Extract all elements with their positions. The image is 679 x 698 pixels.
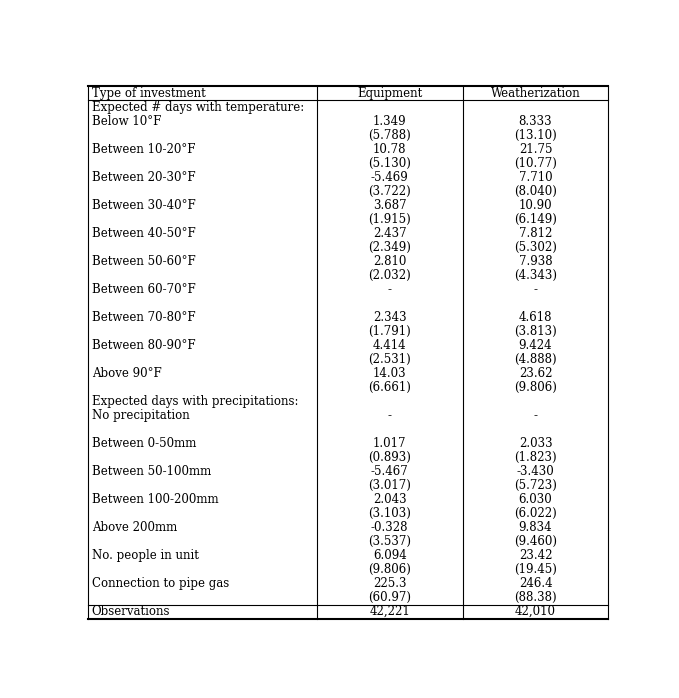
Text: (88.38): (88.38) — [514, 591, 557, 604]
Text: 6.094: 6.094 — [373, 549, 407, 562]
Text: 2.810: 2.810 — [373, 255, 406, 268]
Text: Between 50-60°F: Between 50-60°F — [92, 255, 196, 268]
Text: (2.349): (2.349) — [368, 241, 411, 254]
Text: Equipment: Equipment — [357, 87, 422, 100]
Text: 4.618: 4.618 — [519, 311, 552, 324]
Text: 9.834: 9.834 — [519, 521, 552, 534]
Text: 7.812: 7.812 — [519, 227, 552, 240]
Text: -0.328: -0.328 — [371, 521, 408, 534]
Text: No precipitation: No precipitation — [92, 409, 189, 422]
Text: (5.130): (5.130) — [368, 157, 411, 170]
Text: (5.302): (5.302) — [514, 241, 557, 254]
Text: Weatherization: Weatherization — [491, 87, 581, 100]
Text: Between 0-50mm: Between 0-50mm — [92, 437, 196, 450]
Text: -: - — [534, 409, 538, 422]
Text: 3.687: 3.687 — [373, 199, 407, 212]
Text: Above 200mm: Above 200mm — [92, 521, 177, 534]
Text: Expected days with precipitations:: Expected days with precipitations: — [92, 395, 298, 408]
Text: 14.03: 14.03 — [373, 367, 407, 380]
Text: (3.722): (3.722) — [368, 185, 411, 198]
Text: (9.806): (9.806) — [368, 563, 411, 576]
Text: -: - — [534, 283, 538, 296]
Text: (3.813): (3.813) — [514, 325, 557, 338]
Text: Between 70-80°F: Between 70-80°F — [92, 311, 196, 324]
Text: Between 10-20°F: Between 10-20°F — [92, 143, 196, 156]
Text: 2.437: 2.437 — [373, 227, 407, 240]
Text: Above 90°F: Above 90°F — [92, 367, 162, 380]
Text: 42,010: 42,010 — [515, 605, 556, 618]
Text: (13.10): (13.10) — [514, 129, 557, 142]
Text: (60.97): (60.97) — [368, 591, 411, 604]
Text: -3.430: -3.430 — [517, 465, 555, 478]
Text: (3.103): (3.103) — [368, 507, 411, 520]
Text: Between 20-30°F: Between 20-30°F — [92, 171, 196, 184]
Text: -5.467: -5.467 — [371, 465, 409, 478]
Text: 42,221: 42,221 — [369, 605, 410, 618]
Text: (1.915): (1.915) — [368, 213, 411, 226]
Text: Observations: Observations — [92, 605, 170, 618]
Text: Between 100-200mm: Between 100-200mm — [92, 493, 219, 506]
Text: (6.661): (6.661) — [368, 381, 411, 394]
Text: (2.531): (2.531) — [368, 353, 411, 366]
Text: 2.043: 2.043 — [373, 493, 407, 506]
Text: 23.42: 23.42 — [519, 549, 552, 562]
Text: Between 40-50°F: Between 40-50°F — [92, 227, 196, 240]
Text: 10.78: 10.78 — [373, 143, 407, 156]
Text: (8.040): (8.040) — [514, 185, 557, 198]
Text: (6.149): (6.149) — [514, 213, 557, 226]
Text: 246.4: 246.4 — [519, 577, 552, 590]
Text: Below 10°F: Below 10°F — [92, 115, 161, 128]
Text: (5.723): (5.723) — [514, 479, 557, 492]
Text: -: - — [388, 409, 392, 422]
Text: (1.791): (1.791) — [368, 325, 411, 338]
Text: 1.017: 1.017 — [373, 437, 407, 450]
Text: 225.3: 225.3 — [373, 577, 407, 590]
Text: (2.032): (2.032) — [368, 269, 411, 282]
Text: Between 50-100mm: Between 50-100mm — [92, 465, 211, 478]
Text: 1.349: 1.349 — [373, 115, 407, 128]
Text: No. people in unit: No. people in unit — [92, 549, 198, 562]
Text: Between 60-70°F: Between 60-70°F — [92, 283, 196, 296]
Text: 9.424: 9.424 — [519, 339, 552, 352]
Text: 7.710: 7.710 — [519, 171, 552, 184]
Text: 6.030: 6.030 — [519, 493, 553, 506]
Text: 4.414: 4.414 — [373, 339, 407, 352]
Text: Between 30-40°F: Between 30-40°F — [92, 199, 196, 212]
Text: (10.77): (10.77) — [514, 157, 557, 170]
Text: (19.45): (19.45) — [514, 563, 557, 576]
Text: 23.62: 23.62 — [519, 367, 552, 380]
Text: (3.017): (3.017) — [368, 479, 411, 492]
Text: (3.537): (3.537) — [368, 535, 411, 548]
Text: 10.90: 10.90 — [519, 199, 552, 212]
Text: (1.823): (1.823) — [514, 451, 557, 464]
Text: Type of investment: Type of investment — [92, 87, 206, 100]
Text: 2.343: 2.343 — [373, 311, 407, 324]
Text: 21.75: 21.75 — [519, 143, 552, 156]
Text: (6.022): (6.022) — [514, 507, 557, 520]
Text: Expected # days with temperature:: Expected # days with temperature: — [92, 101, 304, 114]
Text: 7.938: 7.938 — [519, 255, 552, 268]
Text: Between 80-90°F: Between 80-90°F — [92, 339, 196, 352]
Text: (9.806): (9.806) — [514, 381, 557, 394]
Text: (4.888): (4.888) — [514, 353, 557, 366]
Text: 2.033: 2.033 — [519, 437, 552, 450]
Text: (5.788): (5.788) — [368, 129, 411, 142]
Text: 8.333: 8.333 — [519, 115, 552, 128]
Text: -5.469: -5.469 — [371, 171, 409, 184]
Text: (4.343): (4.343) — [514, 269, 557, 282]
Text: (9.460): (9.460) — [514, 535, 557, 548]
Text: Connection to pipe gas: Connection to pipe gas — [92, 577, 229, 590]
Text: (0.893): (0.893) — [368, 451, 411, 464]
Text: -: - — [388, 283, 392, 296]
